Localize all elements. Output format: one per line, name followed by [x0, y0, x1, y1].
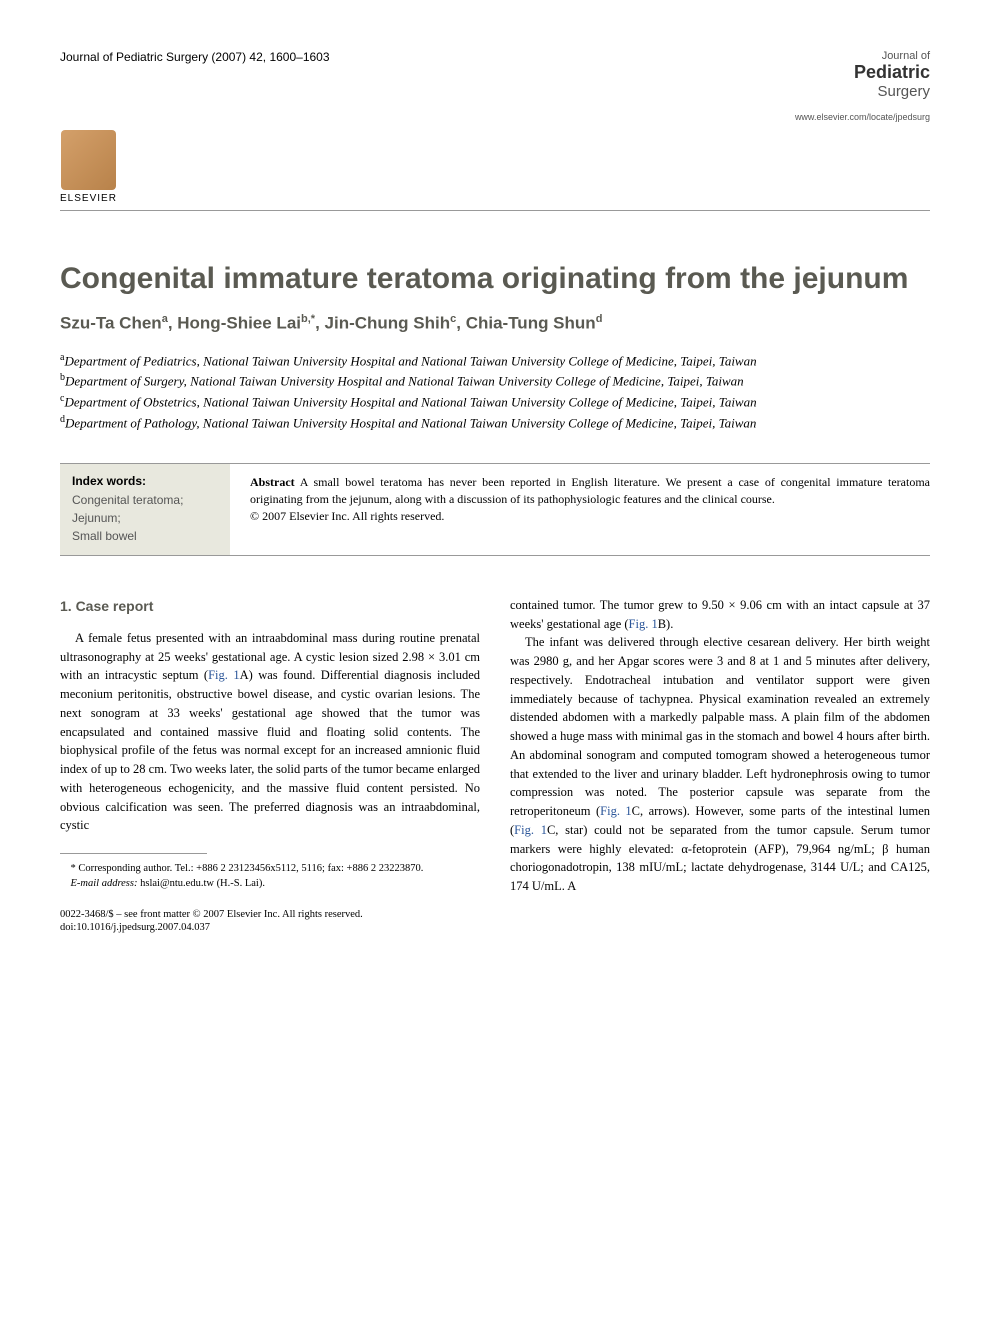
affiliation-line: cDepartment of Obstetrics, National Taiw…: [60, 391, 930, 412]
abstract-text: Abstract A small bowel teratoma has neve…: [250, 464, 930, 555]
author-affil-sup: d: [596, 313, 603, 325]
page-header: Journal of Pediatric Surgery (2007) 42, …: [60, 50, 930, 122]
abstract-body: A small bowel teratoma has never been re…: [250, 475, 930, 506]
body-text: The infant was delivered through electiv…: [510, 635, 930, 818]
elsevier-tree-icon: [61, 130, 116, 190]
index-words-list: Congenital teratoma; Jejunum; Small bowe…: [72, 491, 218, 545]
affiliation-line: bDepartment of Surgery, National Taiwan …: [60, 370, 930, 391]
email-footnote: E-mail address: hslai@ntu.edu.tw (H.-S. …: [60, 877, 480, 892]
journal-title-prefix: Journal of: [795, 50, 930, 62]
issn-line: 0022-3468/$ – see front matter © 2007 El…: [60, 908, 480, 922]
figure-ref-link[interactable]: Fig. 1: [514, 823, 547, 837]
logo-row: ELSEVIER: [60, 130, 930, 211]
figure-ref-link[interactable]: Fig. 1: [208, 668, 239, 682]
affil-text: Department of Pathology, National Taiwan…: [65, 415, 756, 430]
left-column: 1. Case report A female fetus presented …: [60, 596, 480, 935]
figure-ref-link[interactable]: Fig. 1: [600, 804, 632, 818]
body-paragraph: contained tumor. The tumor grew to 9.50 …: [510, 596, 930, 634]
email-label: E-mail address:: [71, 878, 138, 889]
journal-brand-box: Journal of Pediatric Surgery www.elsevie…: [795, 50, 930, 122]
elsevier-label: ELSEVIER: [60, 193, 117, 204]
article-title: Congenital immature teratoma originating…: [60, 261, 930, 297]
affiliations-block: aDepartment of Pediatrics, National Taiw…: [60, 350, 930, 433]
author-affil-sup: a: [162, 313, 168, 325]
body-columns: 1. Case report A female fetus presented …: [60, 596, 930, 935]
affiliation-line: dDepartment of Pathology, National Taiwa…: [60, 412, 930, 433]
body-text: contained tumor. The tumor grew to 9.50 …: [510, 598, 930, 631]
abstract-copyright: © 2007 Elsevier Inc. All rights reserved…: [250, 509, 444, 523]
citation-text: Journal of Pediatric Surgery (2007) 42, …: [60, 50, 330, 64]
figure-ref-link[interactable]: Fig. 1: [629, 617, 658, 631]
author-name: Szu-Ta Chen: [60, 314, 162, 333]
journal-title-sub: Surgery: [795, 83, 930, 100]
index-words-title: Index words:: [72, 474, 218, 488]
affiliation-line: aDepartment of Pediatrics, National Taiw…: [60, 350, 930, 371]
body-text: A) was found. Differential diagnosis inc…: [60, 668, 480, 832]
section-heading: 1. Case report: [60, 596, 480, 617]
authors-line: Szu-Ta Chena, Hong-Shiee Laib,*, Jin-Chu…: [60, 313, 930, 334]
abstract-label: Abstract: [250, 475, 295, 489]
affil-text: Department of Pediatrics, National Taiwa…: [64, 353, 756, 368]
journal-title-main: Pediatric: [795, 62, 930, 83]
footnote-separator: [60, 853, 207, 854]
body-text: B).: [658, 617, 674, 631]
corresponding-author-footnote: * Corresponding author. Tel.: +886 2 231…: [60, 862, 480, 877]
right-column: contained tumor. The tumor grew to 9.50 …: [510, 596, 930, 935]
body-text: C, star) could not be separated from the…: [510, 823, 930, 893]
affil-text: Department of Obstetrics, National Taiwa…: [64, 395, 756, 410]
index-words-box: Index words: Congenital teratoma; Jejunu…: [60, 464, 230, 555]
doi-line: doi:10.1016/j.jpedsurg.2007.04.037: [60, 921, 480, 935]
author-affil-sup: c: [450, 313, 456, 325]
email-address[interactable]: hslai@ntu.edu.tw (H.-S. Lai).: [137, 878, 264, 889]
journal-url[interactable]: www.elsevier.com/locate/jpedsurg: [795, 112, 930, 122]
author-affil-sup: b,*: [301, 313, 315, 325]
body-paragraph: The infant was delivered through electiv…: [510, 633, 930, 896]
elsevier-logo: ELSEVIER: [60, 130, 117, 204]
affil-text: Department of Surgery, National Taiwan U…: [65, 374, 744, 389]
author-name: Chia-Tung Shun: [466, 314, 596, 333]
author-name: Hong-Shiee Lai: [177, 314, 301, 333]
author-name: Jin-Chung Shih: [325, 314, 451, 333]
body-paragraph: A female fetus presented with an intraab…: [60, 629, 480, 835]
abstract-section: Index words: Congenital teratoma; Jejunu…: [60, 463, 930, 556]
